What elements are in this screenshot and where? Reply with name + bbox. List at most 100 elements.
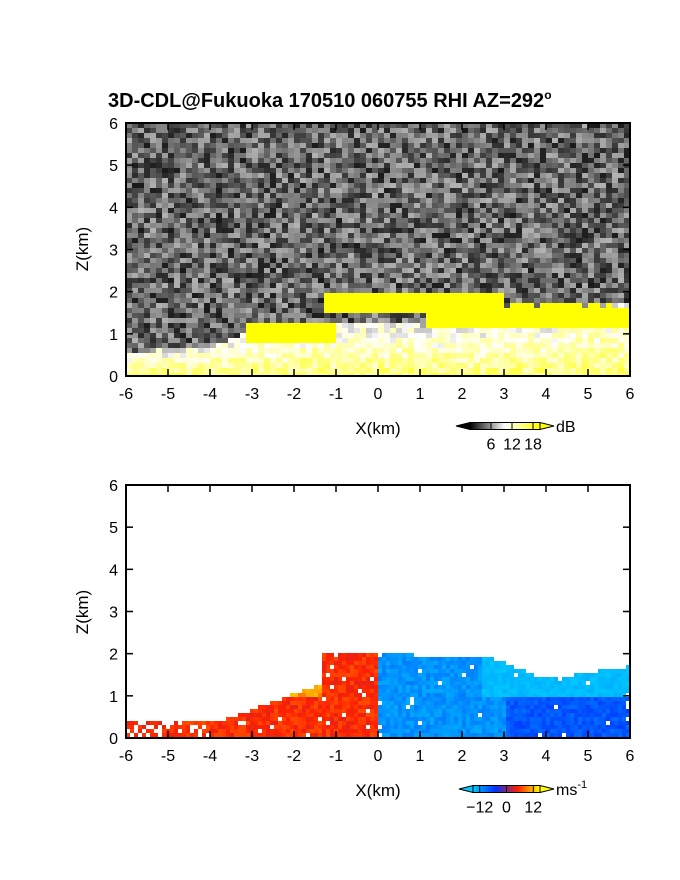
- heatmap-cell: [276, 173, 282, 178]
- heatmap-cell: [252, 173, 258, 178]
- heatmap-cell: [258, 173, 264, 178]
- heatmap-cell: [180, 338, 186, 343]
- heatmap-cell: [240, 313, 246, 318]
- heatmap-cell: [462, 208, 468, 213]
- heatmap-cell: [366, 273, 372, 278]
- heatmap-cell: [174, 173, 180, 178]
- heatmap-cell: [540, 278, 546, 283]
- heatmap-cell: [150, 203, 156, 208]
- heatmap-cell: [438, 133, 444, 138]
- heatmap-cell: [282, 273, 288, 278]
- heatmap-cell: [234, 238, 240, 243]
- heatmap-cell: [372, 188, 378, 193]
- heatmap-cell: [186, 333, 192, 338]
- heatmap-cell: [516, 313, 522, 318]
- heatmap-cell: [570, 123, 576, 128]
- heatmap-cell: [360, 233, 366, 238]
- heatmap-cell: [504, 368, 510, 373]
- heatmap-cell: [342, 143, 348, 148]
- heatmap-cell: [156, 278, 162, 283]
- heatmap-cell: [150, 273, 156, 278]
- heatmap-cell: [246, 143, 252, 148]
- heatmap-cell: [288, 303, 294, 308]
- heatmap-cell: [324, 293, 330, 298]
- heatmap-cell: [382, 665, 386, 669]
- heatmap-cell: [270, 323, 276, 328]
- heatmap-cell: [372, 143, 378, 148]
- heatmap-cell: [612, 248, 618, 253]
- heatmap-cell: [534, 163, 540, 168]
- heatmap-cell: [516, 148, 522, 153]
- heatmap-cell: [438, 298, 444, 303]
- heatmap-cell: [198, 303, 204, 308]
- heatmap-cell: [558, 338, 564, 343]
- heatmap-cell: [240, 188, 246, 193]
- heatmap-cell: [322, 717, 326, 721]
- heatmap-cell: [186, 368, 192, 373]
- heatmap-cell: [168, 253, 174, 258]
- heatmap-cell: [594, 263, 600, 268]
- heatmap-cell: [402, 358, 408, 363]
- heatmap-cell: [486, 308, 492, 313]
- heatmap-cell: [510, 363, 516, 368]
- heatmap-cell: [396, 173, 402, 178]
- heatmap-cell: [180, 298, 186, 303]
- heatmap-cell: [138, 318, 144, 323]
- heatmap-cell: [558, 328, 564, 333]
- heatmap-cell: [534, 338, 540, 343]
- heatmap-cell: [564, 148, 570, 153]
- heatmap-cell: [252, 223, 258, 228]
- colorbar-swatch: [478, 422, 481, 430]
- heatmap-cell: [426, 148, 432, 153]
- heatmap-cell: [468, 353, 474, 358]
- heatmap-cell: [270, 128, 276, 133]
- heatmap-cell: [126, 238, 132, 243]
- heatmap-cell: [186, 263, 192, 268]
- heatmap-cell: [286, 713, 290, 717]
- heatmap-cell: [186, 293, 192, 298]
- heatmap-cell: [222, 168, 228, 173]
- heatmap-cell: [588, 198, 594, 203]
- heatmap-cell: [126, 248, 132, 253]
- heatmap-cell: [216, 343, 222, 348]
- heatmap-cell: [600, 123, 606, 128]
- heatmap-cell: [276, 218, 282, 223]
- heatmap-cell: [174, 228, 180, 233]
- heatmap-cell: [302, 689, 306, 693]
- heatmap-cell: [468, 123, 474, 128]
- heatmap-cell: [318, 238, 324, 243]
- heatmap-cell: [516, 208, 522, 213]
- heatmap-cell: [270, 288, 276, 293]
- heatmap-cell: [204, 198, 210, 203]
- heatmap-cell: [132, 218, 138, 223]
- heatmap-cell: [198, 338, 204, 343]
- heatmap-cell: [624, 193, 630, 198]
- heatmap-cell: [222, 725, 226, 729]
- heatmap-cell: [246, 158, 252, 163]
- heatmap-cell: [348, 178, 354, 183]
- heatmap-cell: [426, 368, 432, 373]
- heatmap-cell: [180, 313, 186, 318]
- heatmap-cell: [126, 138, 132, 143]
- heatmap-cell: [294, 198, 300, 203]
- heatmap-cell: [534, 158, 540, 163]
- heatmap-cell: [432, 248, 438, 253]
- heatmap-cell: [450, 343, 456, 348]
- heatmap-cell: [330, 148, 336, 153]
- heatmap-cell: [564, 133, 570, 138]
- heatmap-cell: [384, 298, 390, 303]
- heatmap-cell: [132, 273, 138, 278]
- heatmap-cell: [144, 203, 150, 208]
- heatmap-cell: [144, 298, 150, 303]
- heatmap-cell: [186, 323, 192, 328]
- heatmap-cell: [252, 133, 258, 138]
- heatmap-cell: [366, 203, 372, 208]
- heatmap-cell: [582, 178, 588, 183]
- heatmap-cell: [306, 238, 312, 243]
- heatmap-cell: [354, 283, 360, 288]
- heatmap-cell: [264, 318, 270, 323]
- heatmap-cell: [576, 173, 582, 178]
- heatmap-cell: [324, 368, 330, 373]
- heatmap-cell: [246, 318, 252, 323]
- heatmap-cell: [198, 258, 204, 263]
